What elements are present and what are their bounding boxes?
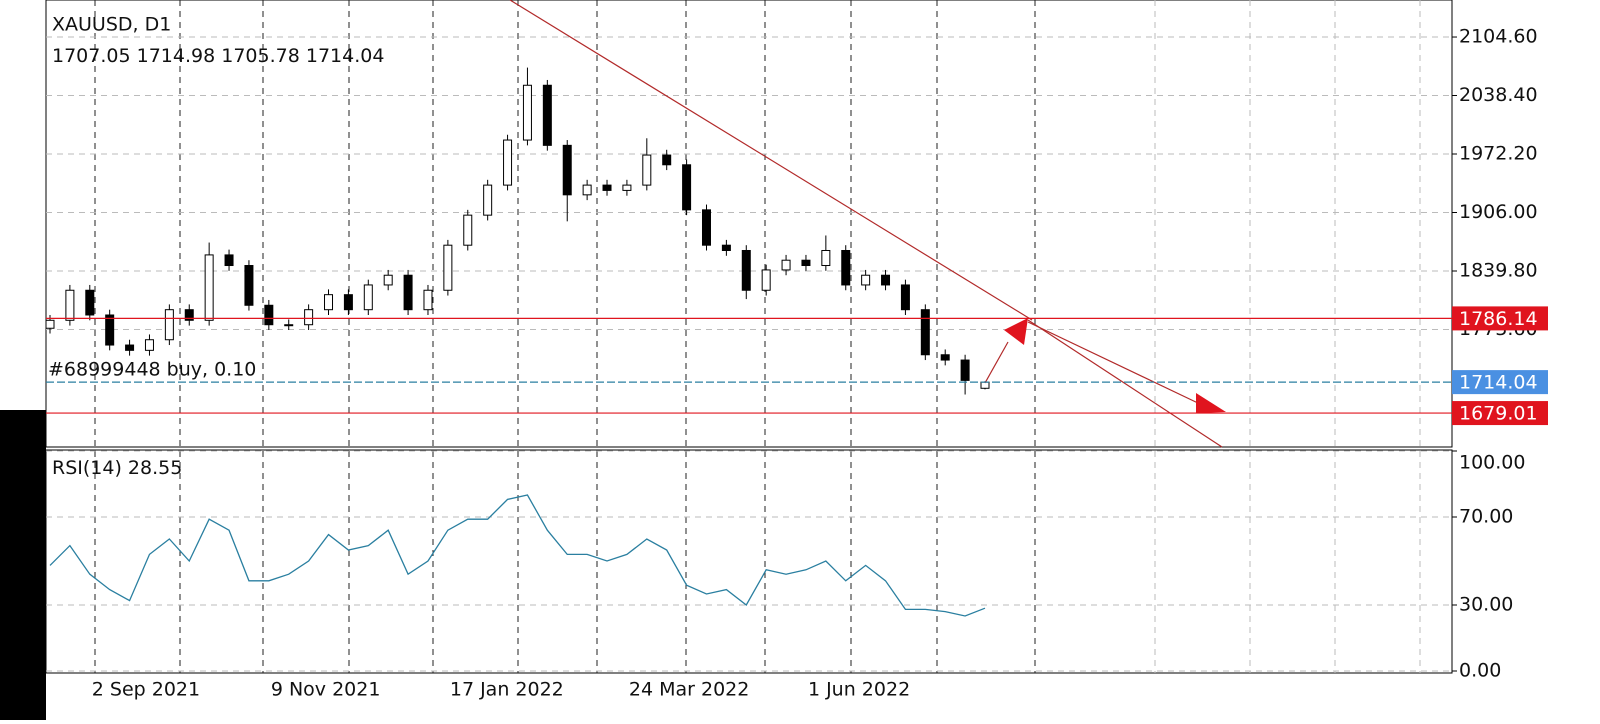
trend-line [1027, 319, 1223, 448]
x-tick-label: 1 Jun 2022 [808, 679, 910, 701]
candle-body [542, 84, 552, 146]
candle-body [324, 294, 334, 311]
trend-line [1027, 321, 1201, 405]
candle-body [881, 274, 891, 286]
candle-body [622, 184, 632, 191]
rsi-frame [45, 449, 1453, 674]
candle-body [562, 144, 572, 196]
candle-body [900, 284, 910, 311]
marks [45, 67, 990, 617]
candle-body [801, 259, 811, 267]
candle-body [642, 154, 652, 186]
open-value: 1707.05 [52, 45, 131, 67]
close-value: 1714.04 [306, 45, 385, 67]
candle-body [861, 274, 871, 286]
candle-body [701, 209, 711, 246]
candle-body [244, 265, 254, 306]
grid [46, 0, 1452, 673]
candle-body [264, 304, 274, 326]
candle-body [343, 294, 353, 311]
candle-body [204, 254, 214, 321]
x-tick-label: 24 Mar 2022 [629, 679, 749, 701]
candle-body [443, 244, 453, 291]
low-value: 1705.78 [221, 45, 300, 67]
candle-body [662, 154, 672, 166]
rsi-name: RSI(14) [52, 457, 122, 479]
y-tick-label: 2104.60 [1459, 26, 1538, 48]
candle-body [284, 324, 294, 327]
candle-body [503, 139, 513, 186]
candle-body [45, 319, 55, 329]
candle-body [821, 249, 831, 267]
candle-body [960, 359, 970, 381]
price-label: 1714.04 [1459, 372, 1538, 394]
drawings [509, 0, 1223, 448]
candle-body [363, 284, 373, 311]
rsi-line [49, 494, 986, 617]
y-tick-label: 1906.00 [1459, 201, 1538, 223]
candle-body [463, 214, 473, 246]
candle-body [582, 184, 592, 196]
candle-body [602, 184, 612, 191]
candle-body [920, 309, 930, 356]
candle-body [841, 249, 851, 286]
x-tick-label: 9 Nov 2021 [271, 679, 381, 701]
candle-body [383, 274, 393, 286]
candle-body [522, 84, 532, 141]
price-label-box [1452, 401, 1548, 426]
y-tick-label: 2038.40 [1459, 84, 1538, 106]
candle-body [144, 339, 154, 351]
candle-body [164, 309, 174, 341]
symbol-title: XAUUSD, D1 [52, 14, 171, 36]
rsi-title: RSI(14) 28.55 [52, 457, 182, 479]
y-tick-label: 70.00 [1459, 506, 1513, 528]
arrow-down [1196, 393, 1226, 413]
rsi-value: 28.55 [128, 457, 182, 479]
candle-body [423, 289, 433, 311]
candle-body [980, 381, 990, 389]
y-tick-label: 1972.20 [1459, 143, 1538, 165]
x-tick-label: 2 Sep 2021 [92, 679, 200, 701]
y-tick-label: 30.00 [1459, 594, 1513, 616]
candle-body [721, 244, 731, 251]
price-label-box [1452, 370, 1548, 395]
candle-body [85, 289, 95, 316]
candle-body [761, 269, 771, 291]
order-label: #68999448 buy, 0.10 [48, 359, 256, 381]
candle-body [940, 354, 950, 361]
candle-body [781, 259, 791, 271]
candle-body [304, 309, 314, 326]
y-tick-label: 0.00 [1459, 660, 1501, 682]
candle-body [741, 249, 751, 291]
x-tick-label: 17 Jan 2022 [450, 679, 564, 701]
left-edge [0, 410, 46, 720]
candle-body [682, 164, 692, 211]
arrow-line [984, 341, 1009, 384]
candle-body [184, 309, 194, 321]
candle-body [483, 184, 493, 216]
candle-body [403, 274, 413, 311]
price-frame [45, 0, 1453, 448]
price-label: 1679.01 [1459, 403, 1538, 425]
trend-line [509, 0, 1033, 321]
candle-body [224, 254, 234, 267]
y-tick-label: 1839.80 [1459, 259, 1538, 281]
candle-body [105, 314, 115, 346]
y-tick-label: 100.00 [1459, 452, 1525, 474]
ohlc-header: 1707.05 1714.98 1705.78 1714.04 [52, 45, 384, 67]
candle-body [65, 289, 75, 321]
arrow-up [1004, 318, 1028, 345]
price-label: 1786.14 [1459, 308, 1538, 330]
high-value: 1714.98 [137, 45, 216, 67]
candle-body [125, 344, 135, 351]
price-label-box [1452, 306, 1548, 331]
